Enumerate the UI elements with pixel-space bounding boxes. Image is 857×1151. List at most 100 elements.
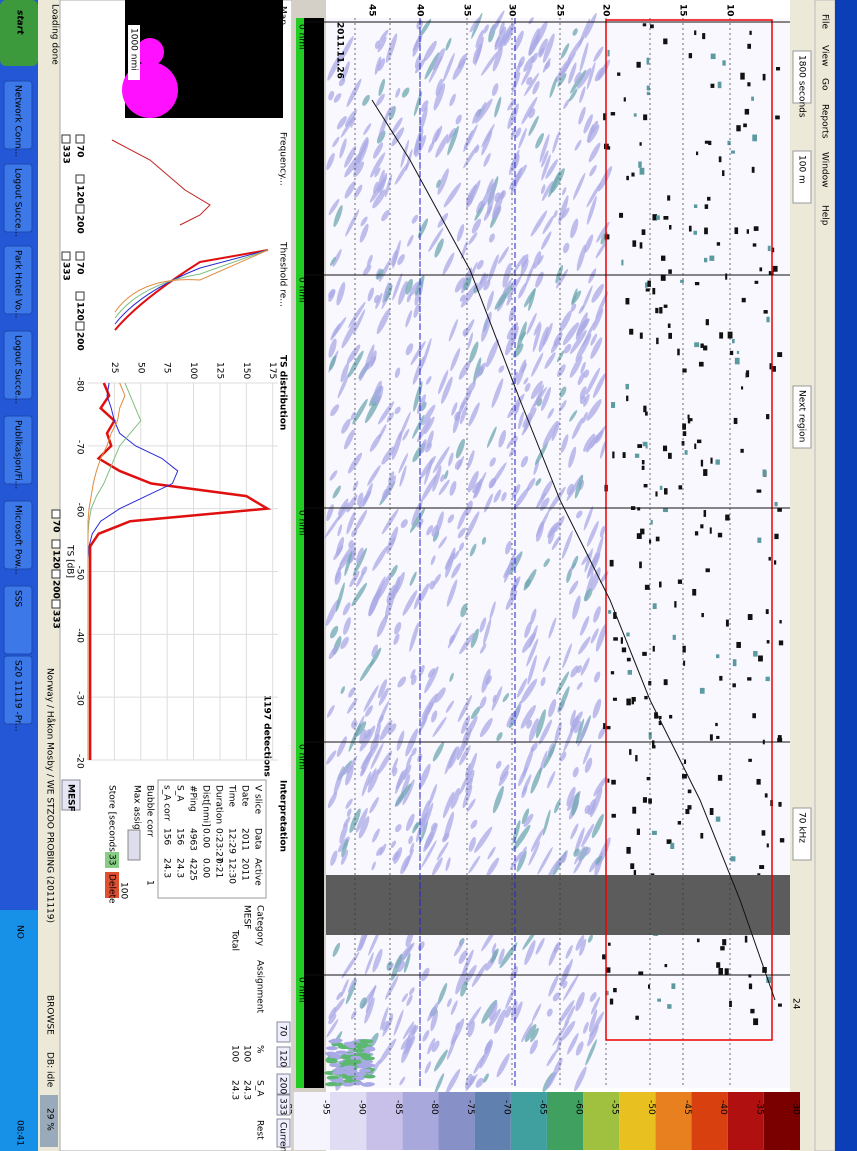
legend-checkbox[interactable]	[76, 292, 84, 300]
color-scale-label: -80	[429, 1100, 439, 1115]
button-label[interactable]: Current	[278, 1122, 288, 1151]
legend-checkbox[interactable]	[76, 205, 84, 213]
legend-checkbox[interactable]	[62, 252, 70, 260]
menu-item[interactable]: Go	[820, 78, 830, 91]
legend-checkbox[interactable]	[52, 510, 60, 518]
field-value: 1	[145, 880, 155, 886]
x-tick-label: -30	[75, 691, 85, 706]
fish-echo	[700, 688, 705, 694]
toolbar-label[interactable]: 70 kHz	[797, 812, 807, 843]
depth-label: 40	[415, 4, 425, 17]
legend-checkbox[interactable]	[62, 135, 70, 143]
fish-echo	[710, 458, 712, 464]
menu-item[interactable]: Window	[820, 152, 830, 188]
legend-label: 70	[75, 262, 85, 275]
button-label[interactable]: 200	[278, 1077, 288, 1094]
start-label[interactable]: start	[15, 10, 25, 35]
fish-echo	[627, 658, 631, 662]
legend-checkbox[interactable]	[76, 322, 84, 330]
menu-item[interactable]: Help	[820, 205, 830, 226]
x-tick-label: -60	[75, 503, 85, 518]
fish-echo	[683, 661, 685, 666]
fish-echo	[709, 256, 714, 261]
fish-echo	[634, 113, 637, 116]
taskbar-label[interactable]: Logout Succe...	[13, 168, 23, 237]
fish-echo	[692, 589, 696, 596]
taskbar-label[interactable]: SSS	[13, 590, 23, 607]
distance-label: 0 nmi	[297, 744, 307, 770]
fish-echo	[639, 142, 641, 146]
fish-echo	[700, 524, 703, 528]
menu-item[interactable]: File	[820, 14, 830, 30]
fish-echo	[694, 342, 699, 347]
depth-label: 15	[678, 4, 688, 17]
fish-echo	[621, 637, 623, 644]
legend-checkbox[interactable]	[76, 135, 84, 143]
fish-echo	[707, 197, 710, 201]
taskbar-label[interactable]: Microsoft Pow...	[13, 505, 23, 575]
tray-language: NO	[15, 925, 25, 939]
fish-echo	[772, 366, 776, 372]
toolbar-label[interactable]: 100 m	[797, 155, 807, 184]
taskbar-label[interactable]: Park Hotel Vo...	[13, 250, 23, 318]
fish-echo	[748, 614, 753, 620]
field-label: Store [seconds]:	[107, 785, 117, 859]
legend-checkbox[interactable]	[52, 600, 60, 608]
menu-item[interactable]: View	[820, 45, 830, 66]
fish-echo	[667, 195, 670, 200]
button-label[interactable]: 120	[278, 1050, 288, 1067]
menu-item[interactable]: Reports	[820, 104, 830, 139]
button-label[interactable]: 333	[278, 1098, 288, 1115]
fish-echo	[729, 1001, 732, 1007]
fish-echo	[613, 637, 618, 640]
range-value: 24	[791, 998, 801, 1010]
fish-echo	[637, 533, 642, 539]
toolbar-label[interactable]: Next region	[797, 390, 807, 442]
fish-echo	[700, 344, 703, 348]
fish-echo	[719, 156, 722, 162]
fish-echo	[655, 308, 658, 313]
slider[interactable]	[128, 830, 140, 860]
distance-label: 0 nmi	[297, 977, 307, 1003]
legend-checkbox[interactable]	[76, 175, 84, 183]
taskbar-label[interactable]: Publikasjon/Fi...	[13, 420, 23, 489]
map-marker	[136, 38, 164, 66]
legend-checkbox[interactable]	[76, 252, 84, 260]
fish-echo	[704, 258, 707, 262]
button-label[interactable]: 70	[278, 1025, 288, 1037]
fish-echo	[626, 396, 628, 402]
legend-checkbox[interactable]	[52, 570, 60, 578]
map-label: 60°0'	[263, 45, 273, 69]
fish-echo	[607, 779, 609, 783]
fish-echo	[718, 968, 722, 974]
color-scale-label: -90	[357, 1100, 367, 1115]
fish-echo	[747, 677, 751, 680]
fish-echo	[702, 33, 705, 39]
depth-label: 20	[601, 4, 611, 17]
fish-echo	[647, 58, 650, 65]
fish-echo	[747, 82, 750, 86]
taskbar-label[interactable]: Network Conn...	[13, 85, 23, 157]
legend-label: 333	[51, 610, 61, 629]
fish-echo	[659, 307, 662, 313]
fish-echo	[687, 805, 691, 809]
surface-echo	[359, 1053, 371, 1057]
fish-echo	[753, 243, 757, 246]
fish-echo	[759, 865, 764, 869]
fish-echo	[668, 333, 672, 339]
taskbar-label[interactable]: Logout Succe...	[13, 335, 23, 404]
fish-echo	[710, 527, 712, 533]
taskbar-label[interactable]: S20 11119 -Pr...	[13, 660, 23, 732]
fish-echo	[716, 654, 719, 658]
fish-echo	[743, 124, 747, 128]
fish-echo	[608, 610, 611, 614]
fish-echo	[679, 485, 683, 489]
fish-echo	[607, 50, 609, 57]
fish-echo	[763, 469, 767, 476]
toolbar-label[interactable]: 1800 seconds	[797, 55, 807, 118]
table-header: Active	[253, 858, 263, 886]
legend-checkbox[interactable]	[52, 540, 60, 548]
fish-echo	[766, 414, 769, 419]
fish-echo	[632, 807, 636, 814]
button-label[interactable]: Delete	[107, 874, 117, 904]
